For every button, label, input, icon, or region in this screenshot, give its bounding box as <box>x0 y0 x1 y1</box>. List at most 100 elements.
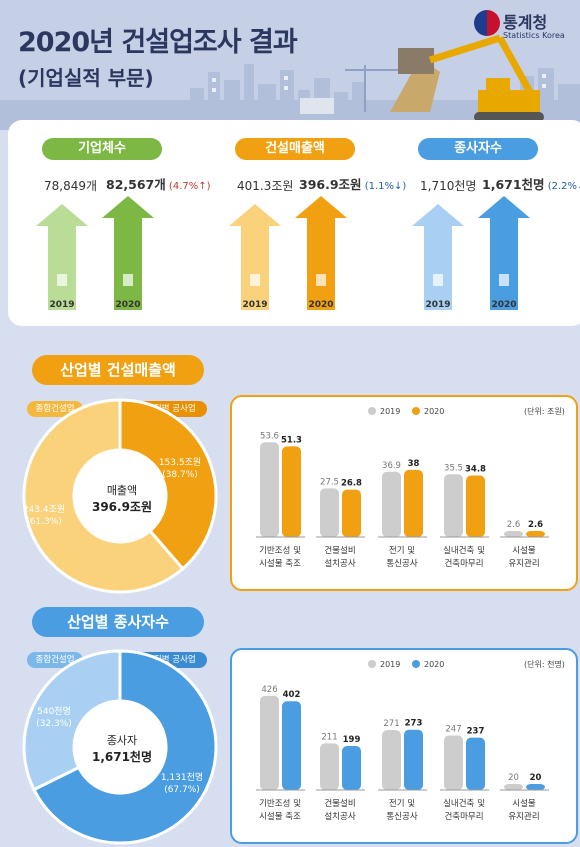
bar-2020-0 <box>282 446 301 537</box>
employee-slice-special-label: 1,131천명 (67.7%) <box>154 772 210 796</box>
bar-label-2020-1: 199 <box>343 735 361 745</box>
sales-slice-general-value: 243.4조원 <box>22 505 66 515</box>
money-bag-icon <box>250 274 260 286</box>
category-label-4-0: 시설물 <box>512 545 536 556</box>
category-label-4-1: 유지관리 <box>508 811 539 822</box>
employee-slice-general-value: 540천명 <box>37 707 71 717</box>
category-label-2-0: 전기 및 <box>389 545 415 556</box>
category-label-3-0: 실내건축 및 <box>443 545 485 556</box>
sales-center-title: 매출액 <box>106 484 138 497</box>
person-icon <box>499 274 509 286</box>
arrow-2019-0 <box>36 204 88 310</box>
summary-value-2019-0: 78,849개 <box>44 179 98 193</box>
sales-section-title: 산업별 건설매출액 <box>32 355 204 385</box>
category-label-3-1: 건축마무리 <box>444 558 483 569</box>
category-label-3-0: 실내건축 및 <box>443 798 485 809</box>
summary-value-2020-2: 1,671천명 (2.2%↓) <box>482 177 580 192</box>
employee-slice-general-pct: (32.3%) <box>36 719 72 729</box>
money-bag-icon <box>316 274 326 286</box>
employee-slice-special-pct: (67.7%) <box>164 785 200 795</box>
bar-label-2019-2: 36.9 <box>382 461 401 471</box>
employee-center-value: 1,671천명 <box>91 750 153 764</box>
category-label-4-1: 유지관리 <box>508 558 539 569</box>
legend-2019-label: 2019 <box>380 660 400 669</box>
category-label-1-1: 설치공사 <box>324 558 355 569</box>
bar-2020-0 <box>282 701 301 790</box>
unit-label: (단위: 천명) <box>524 659 565 669</box>
bar-2019-3 <box>444 735 463 790</box>
category-label-0-0: 기반조성 및 <box>259 798 301 809</box>
bar-2019-1 <box>320 488 339 537</box>
sales-slice-general-label: 243.4조원 (61.3%) <box>16 504 72 528</box>
sales-center-value: 396.9조원 <box>91 500 153 514</box>
donut-hole <box>74 450 166 542</box>
korea-emblem-icon <box>474 10 500 36</box>
summary-year-2019-0: 2019 <box>49 300 75 310</box>
bar-2020-2 <box>404 469 423 537</box>
sales-slice-general-pct: (61.3%) <box>26 517 62 527</box>
bar-label-2019-1: 27.5 <box>320 477 339 487</box>
employee-donut-chart <box>22 649 218 845</box>
bar-2019-4 <box>504 531 523 537</box>
bar-2020-4 <box>526 784 545 790</box>
sales-donut-chart <box>22 398 218 594</box>
summary-year-2020-2: 2020 <box>491 300 517 310</box>
unit-label: (단위: 조원) <box>524 406 565 416</box>
category-label-2-1: 통신공사 <box>386 812 417 822</box>
arrow-2020-1 <box>295 196 347 310</box>
category-label-1-0: 건물설비 <box>324 545 355 556</box>
bar-label-2020-3: 237 <box>467 727 485 737</box>
legend-2019-marker <box>368 660 376 668</box>
category-label-0-1: 시설물 축조 <box>259 558 301 569</box>
city-skyline-illustration <box>0 34 580 130</box>
legend-2020-label: 2020 <box>424 407 444 416</box>
bar-2019-0 <box>260 695 279 790</box>
bar-label-2020-4: 20 <box>530 773 542 783</box>
bar-label-2020-4: 2.6 <box>528 520 543 530</box>
summary-year-2020-0: 2020 <box>115 300 141 310</box>
category-label-2-1: 통신공사 <box>386 559 417 569</box>
bar-label-2019-3: 247 <box>445 724 461 734</box>
bar-2020-3 <box>466 475 485 537</box>
bar-2019-3 <box>444 474 463 537</box>
bar-label-2019-1: 211 <box>321 732 337 742</box>
summary-value-2020-0: 82,567개 (4.7%↑) <box>106 177 211 192</box>
summary-arrows-0 <box>36 196 154 310</box>
summary-arrows-1 <box>229 196 347 310</box>
category-label-1-1: 설치공사 <box>324 811 355 822</box>
category-label-2-0: 전기 및 <box>389 798 415 809</box>
category-label-0-0: 기반조성 및 <box>259 545 301 556</box>
bar-label-2019-4: 20 <box>508 773 519 783</box>
sales-slice-special-pct: (38.7%) <box>162 470 198 480</box>
org-subtitle: Statistics Korea <box>503 31 565 40</box>
bar-label-2020-0: 402 <box>283 690 301 700</box>
summary-year-2019-1: 2019 <box>242 300 268 310</box>
bar-label-2020-0: 51.3 <box>281 435 302 445</box>
employee-section-title: 산업별 종사자수 <box>32 607 204 637</box>
legend-2019-label: 2019 <box>380 407 400 416</box>
sales-donut-center: 매출액 396.9조원 <box>84 483 160 515</box>
sales-slice-special-value: 153.5조원 <box>158 458 202 468</box>
bar-label-2019-0: 426 <box>261 685 277 695</box>
page-subtitle: (기업실적 부문) <box>18 66 154 90</box>
person-icon <box>433 274 443 286</box>
arrow-2020-0 <box>102 196 154 310</box>
bar-2019-2 <box>382 730 401 790</box>
summary-value-2020-1: 396.9조원 (1.1%↓) <box>299 177 407 192</box>
bar-2019-4 <box>504 784 523 790</box>
legend-2020-marker <box>412 660 420 668</box>
building-icon <box>123 274 133 286</box>
header-banner: 통계청 Statistics Korea 2020년 건설업조사 결과 (기업실… <box>0 0 580 130</box>
category-label-4-0: 시설물 <box>512 798 536 809</box>
bar-2019-2 <box>382 471 401 537</box>
bar-label-2019-0: 53.6 <box>260 431 279 441</box>
summary-title-1: 건설매출액 <box>235 138 355 160</box>
category-label-3-1: 건축마무리 <box>444 811 483 822</box>
sales-slice-special-label: 153.5조원 (38.7%) <box>152 457 208 481</box>
category-label-1-0: 건물설비 <box>324 798 355 809</box>
bar-label-2020-2: 38 <box>408 459 420 469</box>
arrow-2020-2 <box>478 196 530 310</box>
donut-hole <box>74 701 166 793</box>
bar-label-2019-4: 2.6 <box>507 520 521 530</box>
employee-donut-center: 종사자 1,671천명 <box>84 733 160 765</box>
